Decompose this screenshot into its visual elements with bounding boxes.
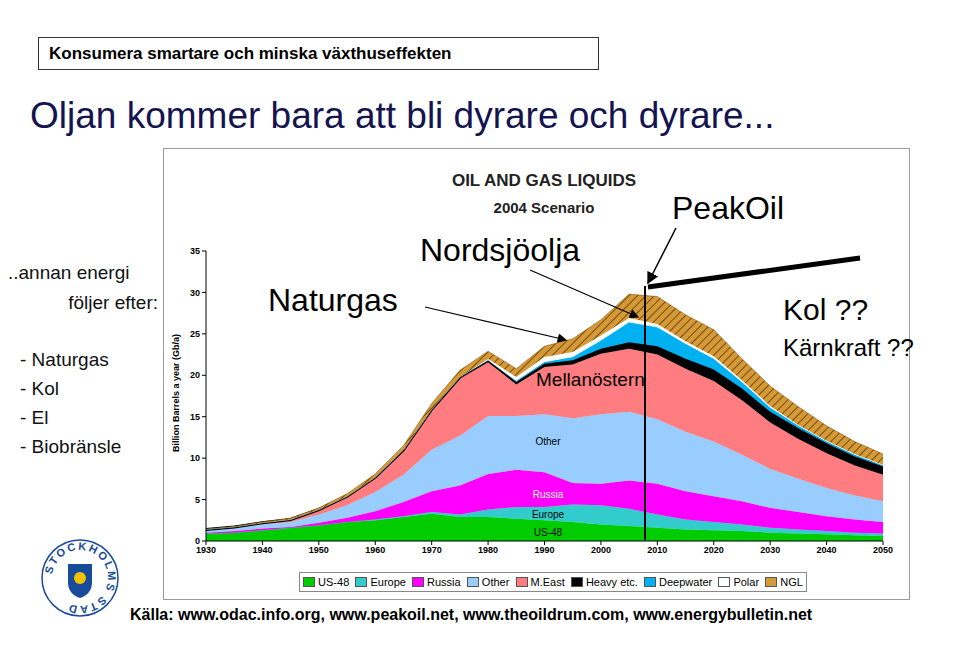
html-text:Konsumera smartare och minska: Konsumera smartare och minska växthuseff… [49, 44, 452, 63]
html-text:OIL AND GAS LIQUIDS: OIL AND GAS LIQUIDS [451, 171, 637, 190]
svg-text:2040: 2040 [817, 545, 837, 555]
svg-text:2000: 2000 [591, 545, 611, 555]
html-text:- El: - El [20, 407, 49, 428]
svg-text:0: 0 [195, 536, 200, 546]
html-text:Deepwater: Deepwater [659, 576, 713, 588]
html-text:US-48: US-48 [318, 576, 350, 588]
svg-text:5: 5 [195, 495, 200, 505]
html-text:Mellanöstern: Mellanöstern [536, 369, 645, 390]
html-text:US-48: US-48 [533, 526, 563, 538]
svg-text:2020: 2020 [704, 545, 724, 555]
html-text:Naturgas: Naturgas [268, 282, 398, 318]
svg-text:30: 30 [190, 288, 200, 298]
svg-text:35: 35 [190, 246, 200, 256]
svg-text:1980: 1980 [478, 545, 498, 555]
svg-text:15: 15 [190, 412, 200, 422]
html-text:Billion Barrels a year (Gb/a): Billion Barrels a year (Gb/a) [171, 334, 181, 452]
html-text:Nordsjöolja: Nordsjöolja [420, 232, 581, 268]
html-text:- Naturgas: - Naturgas [20, 349, 109, 370]
svg-text:25: 25 [190, 329, 200, 339]
html-text:- Biobränsle: - Biobränsle [20, 436, 122, 457]
html-text:Kol ??: Kol ?? [783, 293, 869, 326]
svg-text:1990: 1990 [534, 545, 554, 555]
svg-text:2050: 2050 [873, 545, 893, 555]
html-text:Other: Other [481, 576, 510, 588]
html-text:Heavy etc.: Heavy etc. [585, 576, 638, 588]
html-text:Europe: Europe [370, 576, 406, 588]
html-text:Oljan kommer bara att bli dyra: Oljan kommer bara att bli dyrare och dyr… [30, 95, 775, 136]
html-text:Europe: Europe [531, 508, 565, 520]
svg-text:STOCKHOLMS STAD: STOCKHOLMS STAD [42, 540, 118, 617]
html-text:Källa: www.odac.info.org, www.: Källa: www.odac.info.org, www.peakoil.ne… [130, 606, 813, 623]
html-text:PeakOil: PeakOil [672, 190, 784, 226]
html-text:NGL: NGL [780, 576, 803, 588]
svg-text:2030: 2030 [760, 545, 780, 555]
html-text:2004 Scenario: 2004 Scenario [493, 199, 595, 216]
html-text:- Kol: - Kol [20, 378, 60, 399]
svg-text:1930: 1930 [196, 545, 216, 555]
html-text:Russia: Russia [532, 488, 564, 500]
html-text:följer efter:: följer efter: [68, 292, 158, 313]
svg-text:10: 10 [190, 453, 200, 463]
html-text:Other: Other [535, 435, 561, 447]
html-text:Kärnkraft ??: Kärnkraft ?? [783, 334, 914, 361]
svg-text:1940: 1940 [252, 545, 272, 555]
svg-text:1950: 1950 [309, 545, 329, 555]
svg-text:20: 20 [190, 370, 200, 380]
html-text:Russia: Russia [427, 576, 461, 588]
svg-text:1960: 1960 [365, 545, 385, 555]
svg-text:2010: 2010 [647, 545, 667, 555]
html-text:Polar: Polar [733, 576, 760, 588]
html-text:..annan energi: ..annan energi [8, 262, 130, 283]
svg-text:1970: 1970 [422, 545, 442, 555]
html-text:M.East: M.East [530, 576, 565, 588]
